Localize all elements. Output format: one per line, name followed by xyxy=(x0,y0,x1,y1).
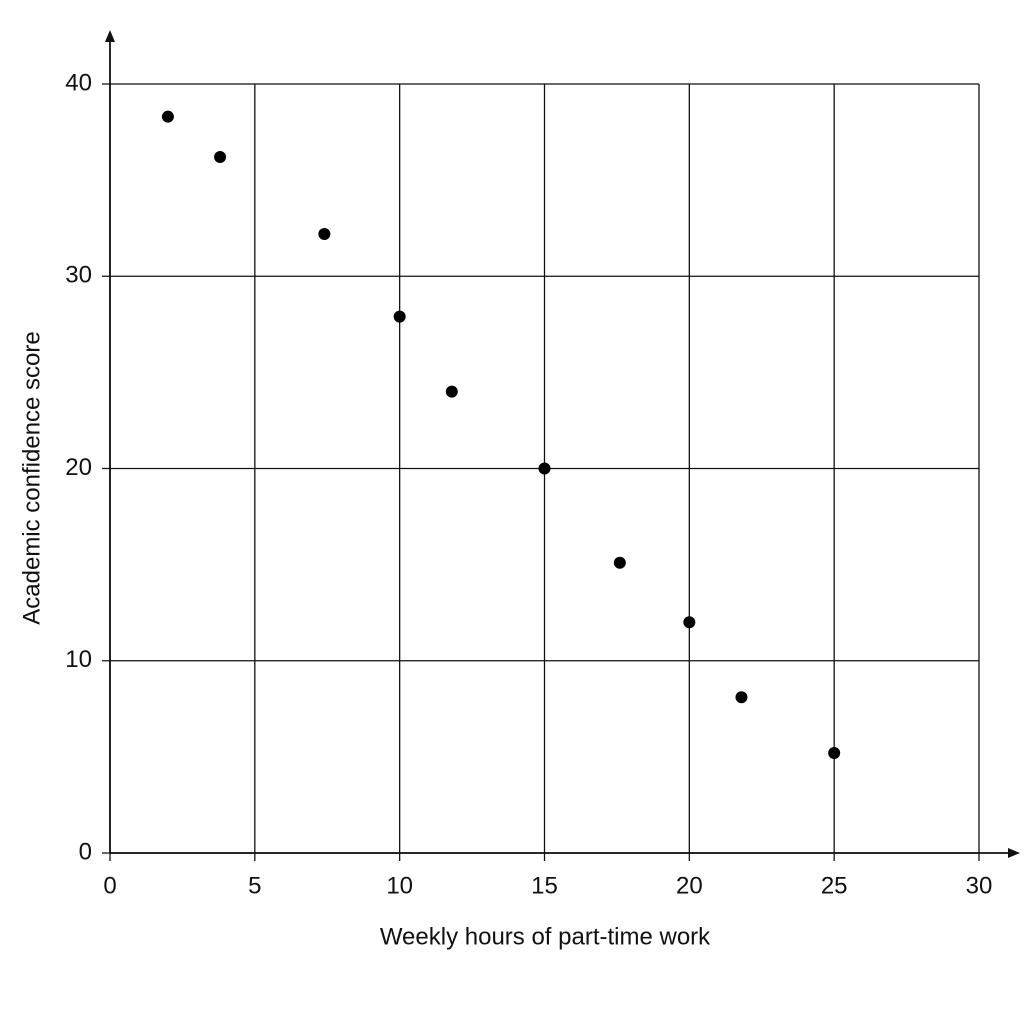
y-tick-label: 40 xyxy=(65,69,92,96)
point xyxy=(318,227,331,240)
point xyxy=(161,110,174,123)
y-tick-label: 30 xyxy=(65,262,92,289)
y-axis-label: Academic confidence score xyxy=(18,331,45,624)
x-tick-label: 25 xyxy=(821,872,848,899)
point xyxy=(683,616,696,629)
x-tick-label: 10 xyxy=(386,872,413,899)
y-tick-label: 0 xyxy=(79,838,92,865)
y-tick-label: 20 xyxy=(65,454,92,481)
point xyxy=(445,385,458,398)
x-axis-label: Weekly hours of part-time work xyxy=(380,923,711,950)
x-tick-label: 5 xyxy=(248,872,261,899)
point xyxy=(613,556,626,569)
x-tick-label: 0 xyxy=(103,872,116,899)
point xyxy=(393,310,406,323)
x-tick-label: 15 xyxy=(531,872,558,899)
y-tick-label: 10 xyxy=(65,646,92,673)
point xyxy=(828,747,841,760)
x-tick-label: 20 xyxy=(676,872,703,899)
point xyxy=(538,462,551,475)
point xyxy=(735,691,748,704)
x-tick-label: 30 xyxy=(966,872,993,899)
point xyxy=(214,151,227,164)
